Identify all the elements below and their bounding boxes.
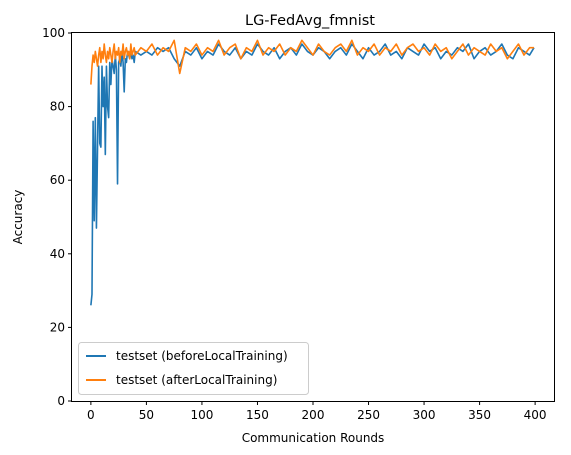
x-tick-label: 50	[139, 408, 154, 422]
x-axis-ticks: 0 50 100 150 200 250 300 350 400	[87, 401, 547, 422]
x-tick-label: 250	[357, 408, 380, 422]
series-line-2	[90, 39, 535, 85]
y-tick-label: 20	[50, 320, 65, 334]
x-tick-label: 400	[524, 408, 547, 422]
legend-items: testset (beforeLocalTraining) testset (af…	[86, 349, 288, 387]
y-tick-label: 40	[50, 247, 65, 261]
series-layer	[90, 39, 535, 306]
x-tick-label: 100	[190, 408, 213, 422]
y-tick-label: 0	[57, 394, 65, 408]
legend: testset (beforeLocalTraining) testset (af…	[78, 342, 309, 395]
x-tick-label: 0	[87, 408, 95, 422]
legend-label-1: testset (beforeLocalTraining)	[116, 349, 288, 363]
y-axis-ticks: 0 20 40 60 80 100	[42, 26, 72, 408]
legend-box	[78, 342, 309, 395]
chart-title: LG-FedAvg_fmnist	[245, 13, 375, 29]
y-axis-title: Accuracy	[11, 190, 25, 245]
legend-label-2: testset (afterLocalTraining)	[116, 373, 277, 387]
x-tick-label: 350	[468, 408, 491, 422]
y-tick-label: 60	[50, 173, 65, 187]
y-tick-label: 100	[42, 26, 65, 40]
x-tick-label: 150	[246, 408, 269, 422]
x-tick-label: 300	[413, 408, 436, 422]
y-tick-label: 80	[50, 100, 65, 114]
x-tick-label: 200	[302, 408, 325, 422]
x-axis-title: Communication Rounds	[242, 431, 385, 445]
